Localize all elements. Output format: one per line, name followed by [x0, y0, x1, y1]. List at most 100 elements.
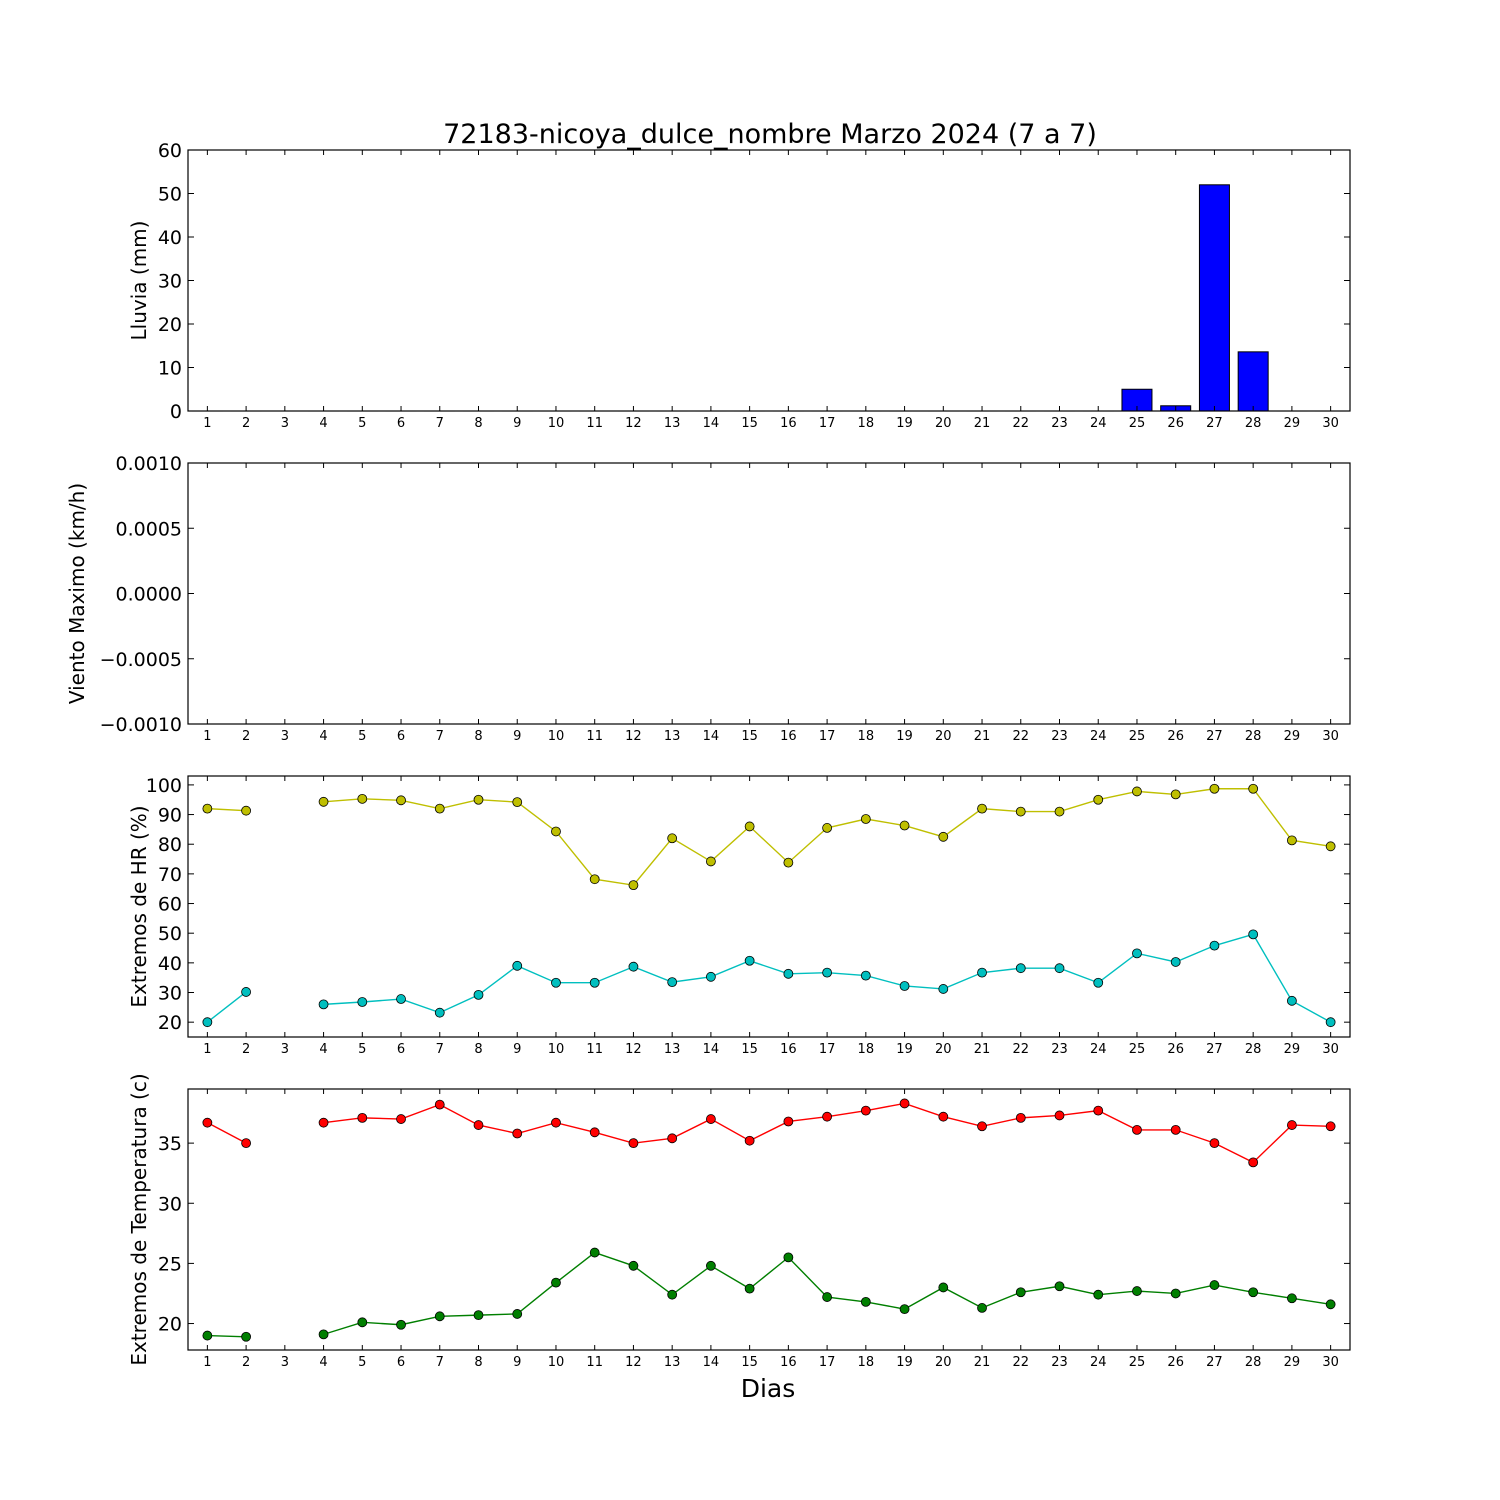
x-tick-label: 5: [358, 416, 366, 431]
series-2-point-day-6: [396, 994, 406, 1004]
series-2-point-day-7: [434, 1311, 445, 1322]
x-tick-label: 24: [1090, 1042, 1107, 1057]
x-tick-label: 28: [1245, 1355, 1262, 1370]
series-2-point-day-11: [589, 1247, 600, 1258]
series-2-point-day-19: [899, 981, 910, 991]
x-tick-label: 22: [1012, 1042, 1029, 1057]
x-tick-label: 8: [474, 1355, 482, 1370]
series-2-point-day-15: [744, 1283, 755, 1294]
x-tick-label: 14: [703, 1042, 720, 1057]
x-tick-label: 13: [664, 1355, 681, 1370]
x-tick-label: 1: [203, 416, 211, 431]
series-1-point-day-17: [822, 1111, 832, 1122]
x-tick-label: 22: [1012, 416, 1029, 431]
series-1-point-day-5: [357, 793, 368, 804]
series-1-point-day-7: [434, 803, 445, 814]
x-tick-label: 9: [513, 1355, 521, 1370]
series-2-point-day-19: [899, 1304, 910, 1315]
series-1-point-day-1: [202, 803, 213, 814]
y-tick-label: 30: [158, 1193, 182, 1215]
x-tick-label: 10: [548, 1042, 565, 1057]
series-2-point-day-1: [202, 1330, 213, 1341]
series-1-point-day-14: [706, 856, 716, 867]
x-tick-label: 20: [935, 1042, 952, 1057]
x-tick-label: 11: [586, 1355, 603, 1370]
x-tick-label: 15: [741, 1042, 758, 1057]
x-tick-label: 4: [319, 1355, 327, 1370]
plot-frame: [187, 775, 1351, 1038]
series-1-point-day-4: [318, 1117, 329, 1128]
x-tick-label: 24: [1090, 1355, 1107, 1370]
x-tick-label: 26: [1167, 729, 1184, 744]
x-tick-label: 6: [397, 1355, 405, 1370]
series-2-point-day-22: [1015, 963, 1026, 974]
y-tick-label: 0: [170, 401, 182, 423]
y-tick-label: 25: [158, 1253, 182, 1275]
series-2-point-day-12: [628, 961, 639, 972]
series-1-point-day-30: [1325, 841, 1336, 852]
x-tick-label: 29: [1284, 1355, 1301, 1370]
x-tick-label: 17: [819, 729, 836, 744]
series-1-point-day-8: [473, 1120, 484, 1130]
series-2-point-day-28: [1248, 1287, 1259, 1298]
series-1-point-day-15: [744, 821, 755, 832]
series-2-point-day-12: [628, 1260, 639, 1271]
series-1-point-day-25: [1132, 786, 1142, 797]
x-tick-label: 11: [586, 416, 603, 431]
series-1-point-day-20: [938, 1111, 949, 1122]
y-tick-label: 30: [158, 271, 182, 293]
series-2-point-day-2: [241, 987, 252, 997]
series-1-point-day-21: [977, 803, 987, 814]
series-1-point-day-23: [1054, 1110, 1065, 1121]
y-tick-label: 50: [158, 184, 182, 206]
series-2-point-day-22: [1015, 1287, 1026, 1298]
x-tick-label: 4: [319, 729, 327, 744]
series-1-point-day-24: [1093, 794, 1104, 805]
series-1-point-day-19: [899, 1098, 910, 1109]
y-tick-label: 30: [158, 983, 182, 1005]
y-tick-label: −0.0005: [100, 649, 182, 671]
series-1-point-day-16: [783, 857, 794, 868]
x-tick-label: 14: [703, 416, 720, 431]
x-tick-label: 3: [281, 416, 289, 431]
x-tick-label: 29: [1284, 416, 1301, 431]
series-2-point-day-26: [1170, 957, 1181, 967]
x-tick-label: 2: [242, 1042, 250, 1057]
y-axis-label: Lluvia (mm): [127, 221, 151, 341]
plot-frame: [187, 1088, 1351, 1351]
x-tick-label: 13: [664, 1042, 681, 1057]
x-tick-label: 17: [819, 1355, 836, 1370]
series-1-point-day-22: [1015, 806, 1026, 817]
y-axis-label: Extremos de HR (%): [127, 805, 151, 1007]
x-tick-label: 29: [1284, 1042, 1301, 1057]
series-1-point-day-30: [1325, 1121, 1336, 1132]
x-axis-label: Dias: [741, 1374, 796, 1403]
series-2-point-day-14: [706, 971, 716, 982]
series-2-point-day-28: [1248, 929, 1259, 940]
series-1-point-day-11: [589, 874, 600, 885]
y-tick-label: 20: [158, 314, 182, 336]
x-tick-label: 23: [1051, 729, 1068, 744]
series-1-point-day-24: [1093, 1105, 1104, 1116]
x-tick-label: 18: [858, 1042, 875, 1057]
x-tick-label: 8: [474, 1042, 482, 1057]
series-1-point-day-10: [551, 1117, 561, 1128]
series-2-point-day-2: [241, 1331, 252, 1342]
x-tick-label: 14: [703, 1355, 720, 1370]
x-tick-label: 5: [358, 1355, 366, 1370]
x-tick-label: 24: [1090, 416, 1107, 431]
series-2-point-day-27: [1209, 1280, 1220, 1290]
series-1-point-day-23: [1054, 806, 1065, 817]
x-tick-label: 5: [358, 1042, 366, 1057]
series-2-point-day-8: [473, 1310, 484, 1321]
panel-1: 1 2 3 4 5 6 7 8 9 10 11 12 13 14 15 16 17 18 19 20 21 22 23 24 2…: [127, 140, 1351, 431]
y-tick-label: 10: [158, 358, 182, 380]
x-tick-label: 20: [935, 729, 952, 744]
series-1-point-day-4: [318, 796, 329, 807]
figure-title: 72183-nicoya_dulce_nombre Marzo 2024 (7 …: [443, 119, 1097, 150]
y-tick-label: 60: [158, 894, 182, 916]
series-1-point-day-9: [512, 1128, 523, 1139]
x-tick-label: 6: [397, 1042, 405, 1057]
series-2-point-day-10: [551, 1277, 561, 1288]
x-tick-label: 10: [548, 729, 565, 744]
